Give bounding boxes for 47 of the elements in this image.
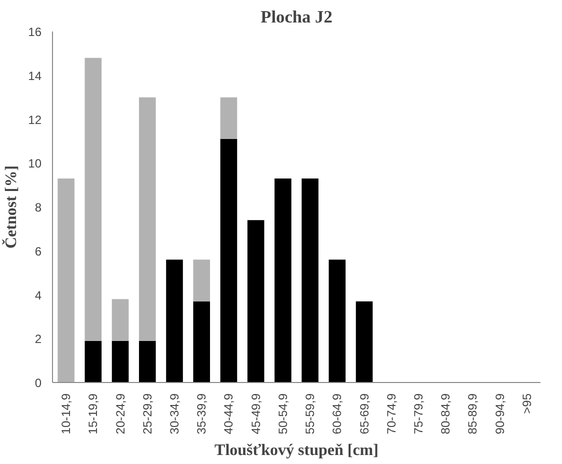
y-tick-label: 0 [34, 376, 42, 390]
x-tick-label: 70-74,9 [384, 393, 398, 434]
x-tick-label: 40-44,9 [222, 393, 236, 434]
x-tick-label: 55-59,9 [303, 393, 318, 434]
bar [58, 178, 74, 382]
bar [220, 97, 238, 139]
x-tick-label: 10-14,9 [59, 393, 74, 434]
x-tick-label: 45-49,9 [248, 393, 263, 434]
x-tick-label: 15-19,9 [86, 393, 100, 434]
x-tick-label: 65-69,9 [357, 393, 372, 434]
bar [220, 138, 238, 382]
x-tick-label: 80-84,9 [438, 393, 453, 434]
bar [328, 260, 346, 382]
y-tick-label: 8 [34, 200, 42, 214]
y-tick-label: 12 [28, 112, 42, 127]
bar [166, 260, 183, 382]
bar [193, 260, 210, 302]
x-tick-label: 85-89,9 [466, 393, 480, 434]
y-tick-label: 4 [34, 288, 42, 302]
x-tick-label: 75-79,9 [412, 393, 426, 434]
y-tick-label: 10 [28, 156, 42, 171]
x-tick-label: >95 [520, 393, 534, 414]
x-tick-label: 60-64,9 [330, 393, 344, 434]
bar [302, 178, 318, 382]
y-tick-label: 14 [28, 68, 42, 83]
y-axis-title: Četnost [%] [2, 165, 20, 249]
chart-title: Plocha J2 [260, 8, 332, 26]
x-tick-label: 35-39,9 [194, 393, 209, 434]
bar [247, 220, 264, 382]
x-tick-label: 50-54,9 [276, 393, 290, 434]
bar [112, 299, 129, 341]
bar [84, 340, 102, 382]
y-tick-label: 2 [34, 332, 42, 346]
x-axis-title: Tloušťkový stupeň [cm] [214, 442, 378, 460]
x-tick-label: 20-24,9 [113, 393, 128, 434]
bar [138, 97, 156, 341]
x-tick-label: 25-29,9 [140, 393, 154, 434]
bar [112, 340, 129, 382]
x-tick-label: 30-34,9 [168, 393, 182, 434]
bar [274, 178, 292, 382]
bar [193, 301, 210, 382]
y-tick-label: 6 [34, 244, 42, 258]
bar [356, 301, 373, 382]
x-tick-label: 90-94,9 [492, 393, 507, 434]
y-tick-label: 16 [28, 25, 42, 39]
bar [138, 340, 156, 382]
bar [84, 58, 102, 341]
